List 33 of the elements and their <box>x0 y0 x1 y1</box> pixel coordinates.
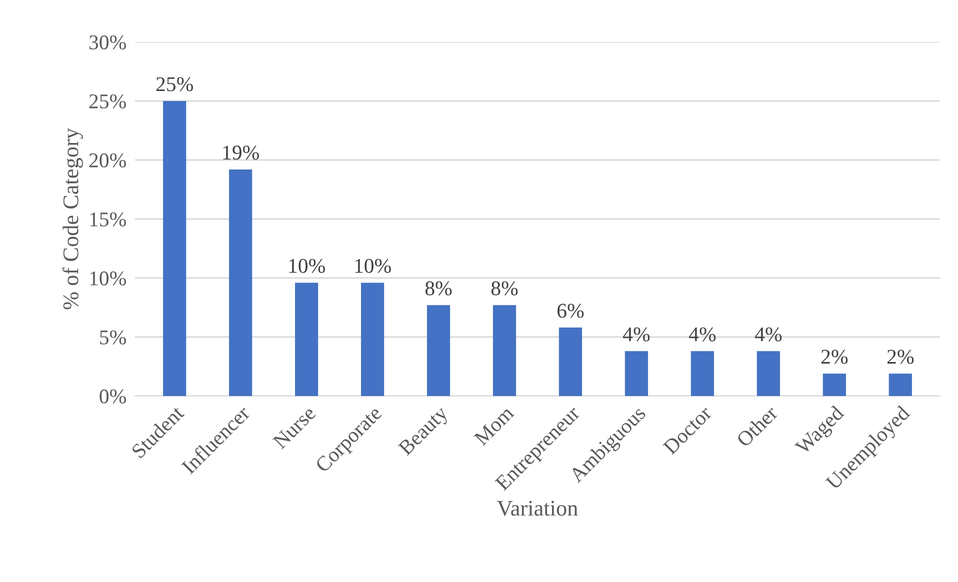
data-label: 6% <box>558 304 584 318</box>
bar <box>822 374 846 396</box>
y-tick-label: 30% <box>89 35 126 50</box>
bar <box>163 101 186 396</box>
bar <box>558 328 582 396</box>
data-label: 4% <box>622 327 650 342</box>
bar <box>426 305 450 396</box>
y-tick-label: 25% <box>89 94 126 108</box>
y-tick-label: 20% <box>89 153 126 168</box>
y-tick-label: 0% <box>100 389 126 404</box>
y-tick-label: 5% <box>100 330 126 344</box>
x-axis-title: Variation <box>497 500 578 516</box>
bar <box>295 282 318 396</box>
data-label: 2% <box>887 350 914 364</box>
data-label: 19% <box>223 146 259 160</box>
y-tick-label: 10% <box>90 271 126 286</box>
data-label: 10% <box>289 258 325 273</box>
data-label: 4% <box>754 327 782 342</box>
data-label: 10% <box>355 258 391 273</box>
bar <box>624 351 648 396</box>
bar <box>756 351 780 396</box>
data-label: 25% <box>156 77 193 92</box>
bar <box>229 169 252 396</box>
bar <box>888 374 912 396</box>
bar <box>360 282 384 396</box>
y-axis-title: % of Code Category <box>62 128 83 310</box>
data-label: 2% <box>821 350 848 364</box>
data-label: 8% <box>425 281 452 296</box>
data-label: 4% <box>688 327 716 342</box>
bar <box>492 305 516 396</box>
y-tick-label: 15% <box>90 212 126 226</box>
data-label: 8% <box>491 281 518 296</box>
bar <box>690 351 714 396</box>
